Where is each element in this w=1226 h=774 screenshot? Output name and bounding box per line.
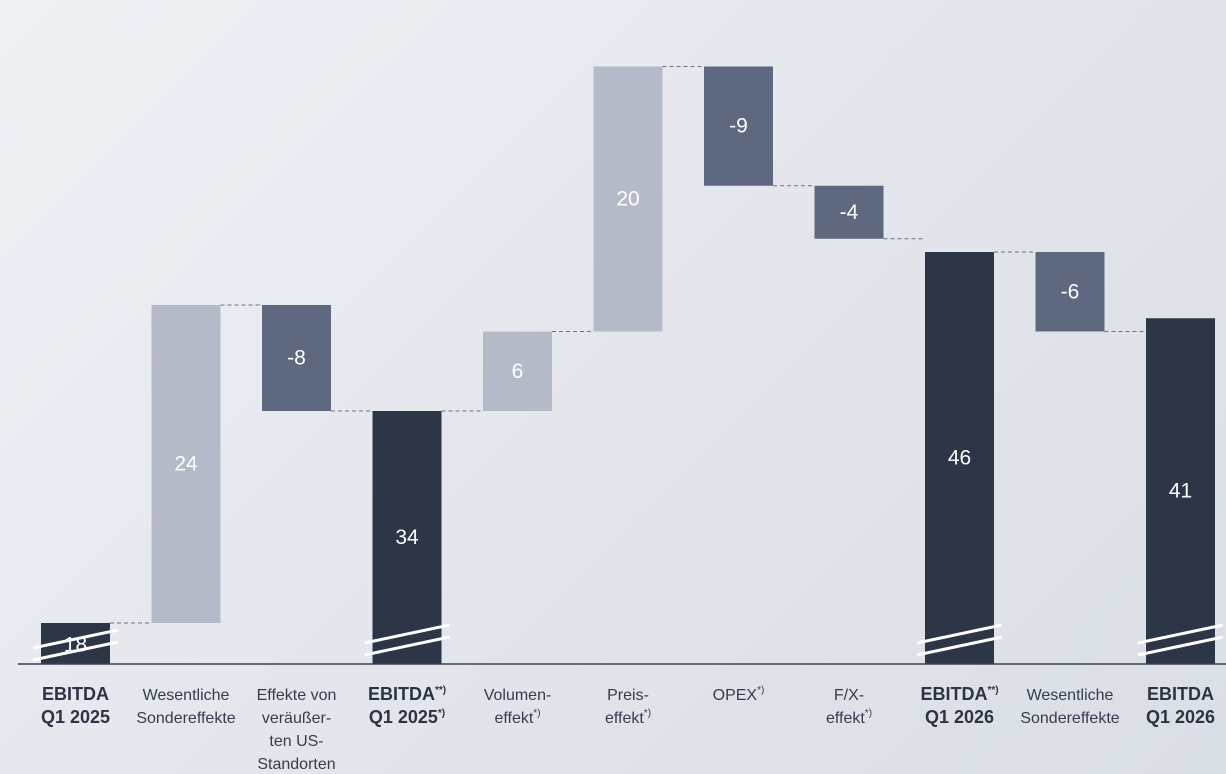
category-label-10: Wesentliche Sondereffekte xyxy=(1020,687,1119,727)
category-label-7: OPEX*) xyxy=(713,685,765,704)
category-label-5-line-1: Volumen- xyxy=(484,687,552,704)
category-label-3-line-4: Standorten xyxy=(257,756,335,773)
value-label-11: 41 xyxy=(1169,480,1192,503)
category-label-2-line-2: Sondereffekte xyxy=(136,710,235,727)
category-labels: EBITDA Q1 2025 Wesentliche Sondereffekte Eff… xyxy=(41,684,1215,773)
category-label-2-line-1: Wesentliche xyxy=(143,687,230,704)
value-label-9: 46 xyxy=(948,447,971,470)
category-label-6-note-2: *) xyxy=(644,708,651,719)
value-label-1: 18 xyxy=(64,634,87,657)
category-label-4-note-1: **) xyxy=(435,685,446,696)
category-label-11-line-2: Q1 2026 xyxy=(1146,707,1215,727)
category-label-3-line-2: veräußer- xyxy=(262,710,331,727)
category-label-8-note-2: *) xyxy=(865,708,872,719)
category-label-9-note-1: **) xyxy=(987,685,998,696)
category-label-5-line-2: effekt xyxy=(494,710,533,727)
value-label-8: -4 xyxy=(840,201,859,224)
category-label-6-line-2: effekt xyxy=(605,710,644,727)
category-label-10-line-1: Wesentliche xyxy=(1027,687,1114,704)
value-label-6: 20 xyxy=(616,188,639,211)
category-label-4-note-2: *) xyxy=(438,708,445,719)
category-label-5-note-2: *) xyxy=(533,708,540,719)
category-label-11: EBITDA Q1 2026 xyxy=(1146,684,1215,727)
category-label-9-line-1: EBITDA xyxy=(920,684,987,704)
value-label-10: -6 xyxy=(1061,280,1080,303)
category-label-6: Preis-effekt*) xyxy=(605,687,651,727)
bars xyxy=(33,67,1223,665)
category-label-3-line-1: Effekte von xyxy=(257,687,337,704)
category-label-9-line-2: Q1 2026 xyxy=(925,707,994,727)
category-label-5: Volumen-effekt*) xyxy=(484,687,552,727)
category-label-9: EBITDA**) Q1 2026 xyxy=(920,684,998,727)
category-label-8-line-1: F/X- xyxy=(834,687,864,704)
category-label-7-line-1: OPEX xyxy=(713,687,758,704)
category-label-3-line-3: ten US- xyxy=(269,733,323,750)
category-label-1: EBITDA Q1 2025 xyxy=(41,684,110,727)
value-label-2: 24 xyxy=(174,453,198,476)
category-label-8-line-2: effekt xyxy=(826,710,865,727)
category-label-1-line-1: EBITDA xyxy=(42,684,109,704)
category-label-11-line-1: EBITDA xyxy=(1147,684,1214,704)
category-label-3: Effekte von veräußer-ten US- Standorten xyxy=(257,687,337,773)
category-label-6-line-1: Preis- xyxy=(607,687,649,704)
value-label-5: 6 xyxy=(512,360,524,383)
category-label-4-line-2: Q1 2025 xyxy=(369,707,438,727)
value-label-7: -9 xyxy=(729,115,748,138)
category-label-10-line-2: Sondereffekte xyxy=(1020,710,1119,727)
category-label-8: F/X-effekt*) xyxy=(826,687,872,727)
category-label-4-line-1: EBITDA xyxy=(368,684,435,704)
category-label-7-note-1: *) xyxy=(757,685,764,696)
category-label-2: Wesentliche Sondereffekte xyxy=(136,687,235,727)
value-labels: 18 24 -8 34 6 20 -9 -4 46 -6 41 xyxy=(64,115,1192,657)
category-label-1-line-2: Q1 2025 xyxy=(41,707,110,727)
value-label-4: 34 xyxy=(395,526,419,549)
value-label-3: -8 xyxy=(287,347,306,370)
category-label-4: EBITDA**) Q1 2025*) xyxy=(368,684,446,727)
